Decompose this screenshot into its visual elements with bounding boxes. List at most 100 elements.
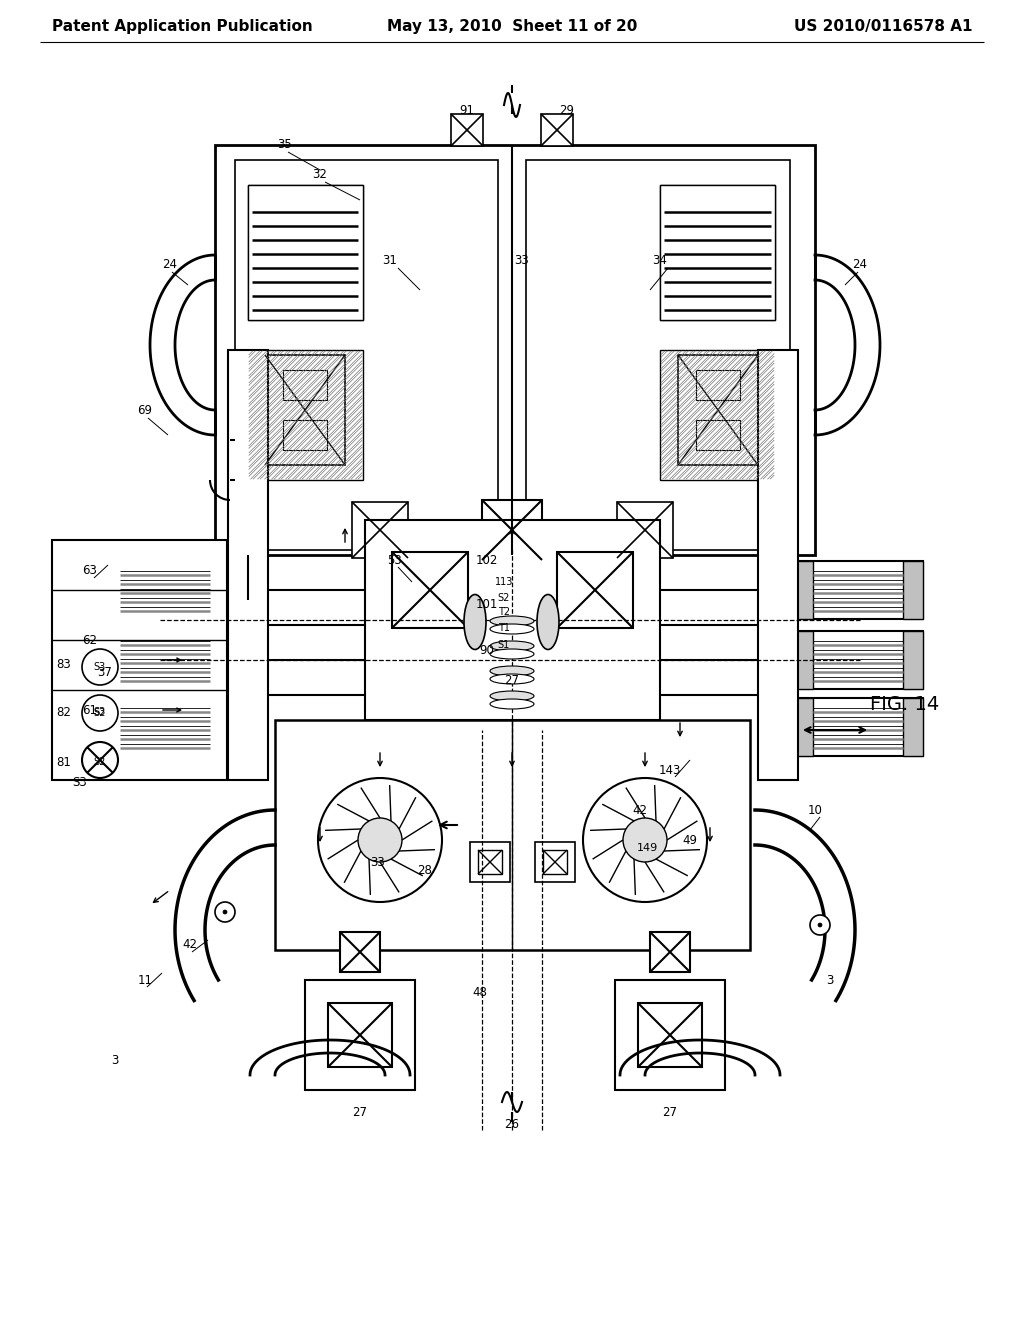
Bar — [793, 561, 923, 619]
Text: 27: 27 — [663, 1106, 678, 1119]
Text: S2: S2 — [94, 708, 106, 718]
Bar — [210, 631, 230, 689]
Ellipse shape — [464, 594, 486, 649]
Text: 34: 34 — [652, 253, 668, 267]
Text: S3: S3 — [94, 708, 106, 717]
Bar — [392, 552, 468, 628]
Text: 69: 69 — [137, 404, 153, 417]
Bar — [215, 145, 815, 554]
Text: 62: 62 — [83, 634, 97, 647]
Text: 31: 31 — [383, 253, 397, 267]
Text: 28: 28 — [418, 863, 432, 876]
Text: 61: 61 — [83, 704, 97, 717]
Bar — [100, 561, 230, 619]
Text: S3: S3 — [94, 663, 106, 672]
Text: 82: 82 — [56, 705, 72, 718]
Bar — [660, 350, 775, 480]
Text: S1: S1 — [498, 640, 510, 649]
Text: S3: S3 — [73, 776, 87, 788]
Text: 53: 53 — [388, 553, 402, 566]
Text: 48: 48 — [472, 986, 487, 998]
Circle shape — [818, 923, 822, 927]
Ellipse shape — [490, 667, 534, 676]
Bar — [696, 420, 740, 450]
Circle shape — [810, 915, 830, 935]
Text: 33: 33 — [515, 253, 529, 267]
Circle shape — [215, 902, 234, 921]
Bar — [617, 502, 673, 558]
Bar — [620, 825, 675, 870]
Text: 149: 149 — [636, 843, 657, 853]
Text: 63: 63 — [83, 564, 97, 577]
Bar — [470, 842, 510, 882]
Bar — [793, 561, 813, 619]
Bar — [210, 698, 230, 756]
Bar — [638, 1003, 702, 1067]
Text: 11: 11 — [137, 974, 153, 986]
Circle shape — [82, 742, 118, 777]
Ellipse shape — [490, 690, 534, 701]
Ellipse shape — [490, 649, 534, 659]
Text: 10: 10 — [808, 804, 822, 817]
Bar — [234, 160, 498, 550]
Bar — [100, 698, 230, 756]
Ellipse shape — [490, 675, 534, 684]
Text: 90: 90 — [479, 644, 495, 656]
Bar — [305, 979, 415, 1090]
Bar — [283, 420, 327, 450]
Bar — [793, 698, 813, 756]
Bar — [535, 842, 575, 882]
Circle shape — [623, 818, 667, 862]
Bar — [100, 561, 120, 619]
Text: 27: 27 — [505, 673, 519, 686]
Text: T1: T1 — [498, 623, 510, 634]
Text: S2: S2 — [498, 593, 510, 603]
Text: 29: 29 — [559, 103, 574, 116]
Text: 37: 37 — [97, 665, 113, 678]
Text: 102: 102 — [476, 553, 499, 566]
Text: 26: 26 — [505, 1118, 519, 1131]
Bar — [451, 114, 483, 147]
Bar — [265, 355, 345, 465]
Text: 49: 49 — [683, 833, 697, 846]
Bar — [526, 160, 790, 550]
Bar — [793, 631, 923, 689]
Text: 81: 81 — [56, 755, 72, 768]
Bar — [543, 850, 567, 874]
Bar — [100, 631, 230, 689]
Bar — [340, 932, 380, 972]
Bar — [615, 979, 725, 1090]
Bar — [100, 698, 120, 756]
Bar — [903, 561, 923, 619]
Text: 33: 33 — [371, 855, 385, 869]
Bar — [903, 698, 923, 756]
Text: 143: 143 — [658, 763, 681, 776]
Bar — [352, 502, 408, 558]
Text: 3: 3 — [112, 1053, 119, 1067]
Text: 24: 24 — [163, 259, 177, 272]
Circle shape — [82, 649, 118, 685]
Circle shape — [358, 818, 402, 862]
Bar — [557, 552, 633, 628]
Ellipse shape — [490, 616, 534, 626]
Text: May 13, 2010  Sheet 11 of 20: May 13, 2010 Sheet 11 of 20 — [387, 20, 637, 34]
Bar — [275, 719, 750, 950]
Bar — [283, 370, 327, 400]
Text: 24: 24 — [853, 259, 867, 272]
Text: T2: T2 — [498, 607, 510, 616]
Text: Patent Application Publication: Patent Application Publication — [52, 20, 312, 34]
Bar — [365, 520, 660, 719]
Text: 3: 3 — [826, 974, 834, 986]
Text: FIG. 14: FIG. 14 — [870, 696, 939, 714]
Bar — [248, 185, 362, 319]
Bar — [793, 631, 813, 689]
Bar — [228, 350, 268, 780]
Bar — [52, 540, 227, 780]
Bar — [210, 561, 230, 619]
Bar — [100, 631, 120, 689]
Text: 113: 113 — [495, 577, 513, 587]
Bar — [758, 350, 798, 780]
Ellipse shape — [490, 700, 534, 709]
Bar — [903, 631, 923, 689]
Bar — [248, 185, 362, 319]
